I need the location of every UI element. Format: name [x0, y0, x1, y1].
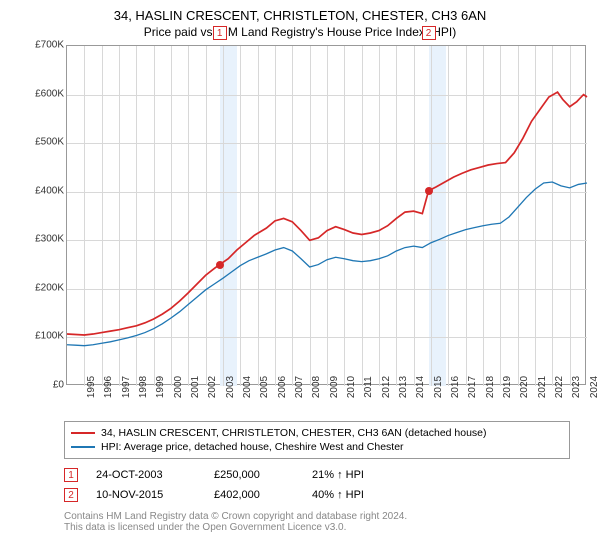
y-axis-label: £200K: [16, 282, 64, 293]
series-line: [67, 92, 587, 335]
legend-item: 34, HASLIN CRESCENT, CHRISTLETON, CHESTE…: [71, 426, 563, 440]
transaction-diff: 21% ↑ HPI: [312, 469, 392, 481]
plot-region: 12: [66, 45, 586, 385]
legend-label: 34, HASLIN CRESCENT, CHRISTLETON, CHESTE…: [101, 427, 487, 439]
chart-title: 34, HASLIN CRESCENT, CHRISTLETON, CHESTE…: [0, 0, 600, 23]
transactions-table: 1 24-OCT-2003 £250,000 21% ↑ HPI 2 10-NOV-201…: [64, 465, 570, 505]
transaction-number-box: 2: [64, 488, 78, 502]
transaction-row: 1 24-OCT-2003 £250,000 21% ↑ HPI: [64, 465, 570, 485]
transaction-dot: [216, 261, 224, 269]
line-layer: [67, 46, 587, 386]
chart-area: 12 £0£100K£200K£300K£400K£500K£600K£700K…: [36, 45, 596, 415]
y-axis-label: £300K: [16, 234, 64, 245]
x-axis-label: 2024: [569, 376, 600, 398]
legend-swatch: [71, 446, 95, 448]
y-axis-label: £600K: [16, 88, 64, 99]
y-axis-label: £700K: [16, 40, 64, 51]
transaction-date: 10-NOV-2015: [96, 489, 196, 501]
y-axis-label: £500K: [16, 137, 64, 148]
transaction-row: 2 10-NOV-2015 £402,000 40% ↑ HPI: [64, 485, 570, 505]
footer-line-1: Contains HM Land Registry data © Crown c…: [64, 511, 570, 522]
y-axis-label: £100K: [16, 331, 64, 342]
transaction-dot: [425, 187, 433, 195]
footer-line-2: This data is licensed under the Open Gov…: [64, 522, 570, 533]
transaction-marker: 2: [422, 26, 436, 40]
transaction-date: 24-OCT-2003: [96, 469, 196, 481]
legend-swatch: [71, 432, 95, 434]
transaction-diff: 40% ↑ HPI: [312, 489, 392, 501]
legend-box: 34, HASLIN CRESCENT, CHRISTLETON, CHESTE…: [64, 421, 570, 459]
chart-container: 34, HASLIN CRESCENT, CHRISTLETON, CHESTE…: [0, 0, 600, 560]
transaction-marker: 1: [213, 26, 227, 40]
y-axis-label: £400K: [16, 185, 64, 196]
transaction-price: £250,000: [214, 469, 294, 481]
series-line: [67, 182, 587, 346]
footer-attribution: Contains HM Land Registry data © Crown c…: [64, 511, 570, 533]
legend-item: HPI: Average price, detached house, Ches…: [71, 440, 563, 454]
transaction-number-box: 1: [64, 468, 78, 482]
legend-label: HPI: Average price, detached house, Ches…: [101, 441, 404, 453]
y-axis-label: £0: [16, 380, 64, 391]
chart-subtitle: Price paid vs. HM Land Registry's House …: [0, 23, 600, 45]
transaction-price: £402,000: [214, 489, 294, 501]
